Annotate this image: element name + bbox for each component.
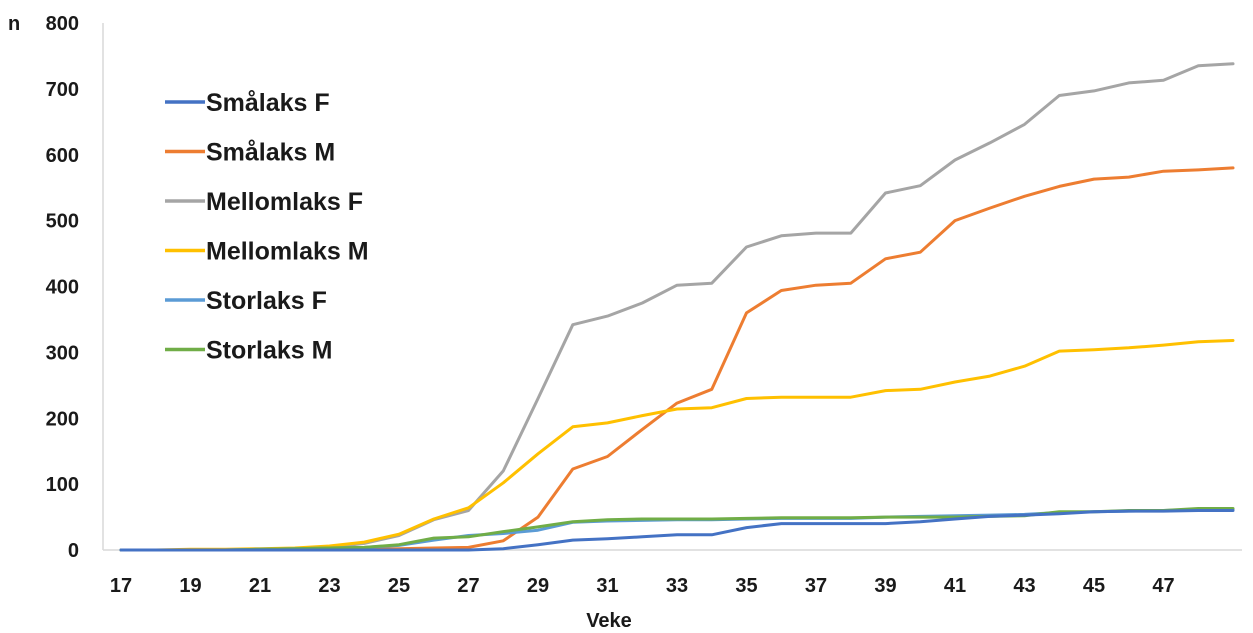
y-tick-label: 200 — [46, 408, 79, 430]
legend-label: Mellomlaks F — [206, 188, 363, 216]
y-tick-label: 300 — [46, 342, 79, 364]
x-axis-label: Veke — [586, 610, 632, 632]
x-tick-label: 43 — [1013, 575, 1035, 597]
x-tick-label: 31 — [596, 575, 618, 597]
y-tick-label: 600 — [46, 145, 79, 167]
x-tick-label: 37 — [805, 575, 827, 597]
legend-label: Storlaks M — [206, 337, 332, 365]
series-line-1 — [119, 509, 1235, 552]
legend-label: Smålaks M — [206, 139, 335, 167]
x-tick-label: 27 — [457, 575, 479, 597]
legend-label: Mellomlaks M — [206, 238, 369, 266]
x-tick-label: 29 — [527, 575, 549, 597]
series-lines — [119, 62, 1235, 552]
x-tick-label: 47 — [1152, 575, 1174, 597]
y-axis: 0 100 200 300 400 500 600 700 800 — [46, 13, 104, 562]
x-tick-label: 41 — [944, 575, 966, 597]
x-tick-label: 39 — [874, 575, 896, 597]
legend-label: Storlaks F — [206, 287, 327, 315]
x-tick-label: 45 — [1083, 575, 1105, 597]
y-axis-label: n — [8, 13, 20, 35]
y-tick-label: 100 — [46, 474, 79, 496]
y-tick-label: 800 — [46, 13, 79, 35]
legend: Smålaks F Smålaks M Mellomlaks F Mellomlaks… — [165, 89, 369, 365]
legend-label: Smålaks F — [206, 89, 330, 117]
x-tick-label: 33 — [666, 575, 688, 597]
y-tick-label: 400 — [46, 277, 79, 299]
x-axis: 17 19 21 23 25 27 29 31 33 35 37 39 41 43 45 47 — [103, 549, 1242, 597]
y-tick-label: 500 — [46, 211, 79, 233]
x-tick-label: 21 — [249, 575, 271, 597]
x-tick-label: 19 — [179, 575, 201, 597]
y-tick-label: 0 — [68, 540, 79, 562]
y-tick-label: 700 — [46, 79, 79, 101]
x-tick-label: 17 — [110, 575, 132, 597]
x-tick-label: 25 — [388, 575, 410, 597]
x-tick-label: 23 — [318, 575, 340, 597]
series-line-5 — [119, 507, 1235, 552]
x-tick-label: 35 — [735, 575, 757, 597]
